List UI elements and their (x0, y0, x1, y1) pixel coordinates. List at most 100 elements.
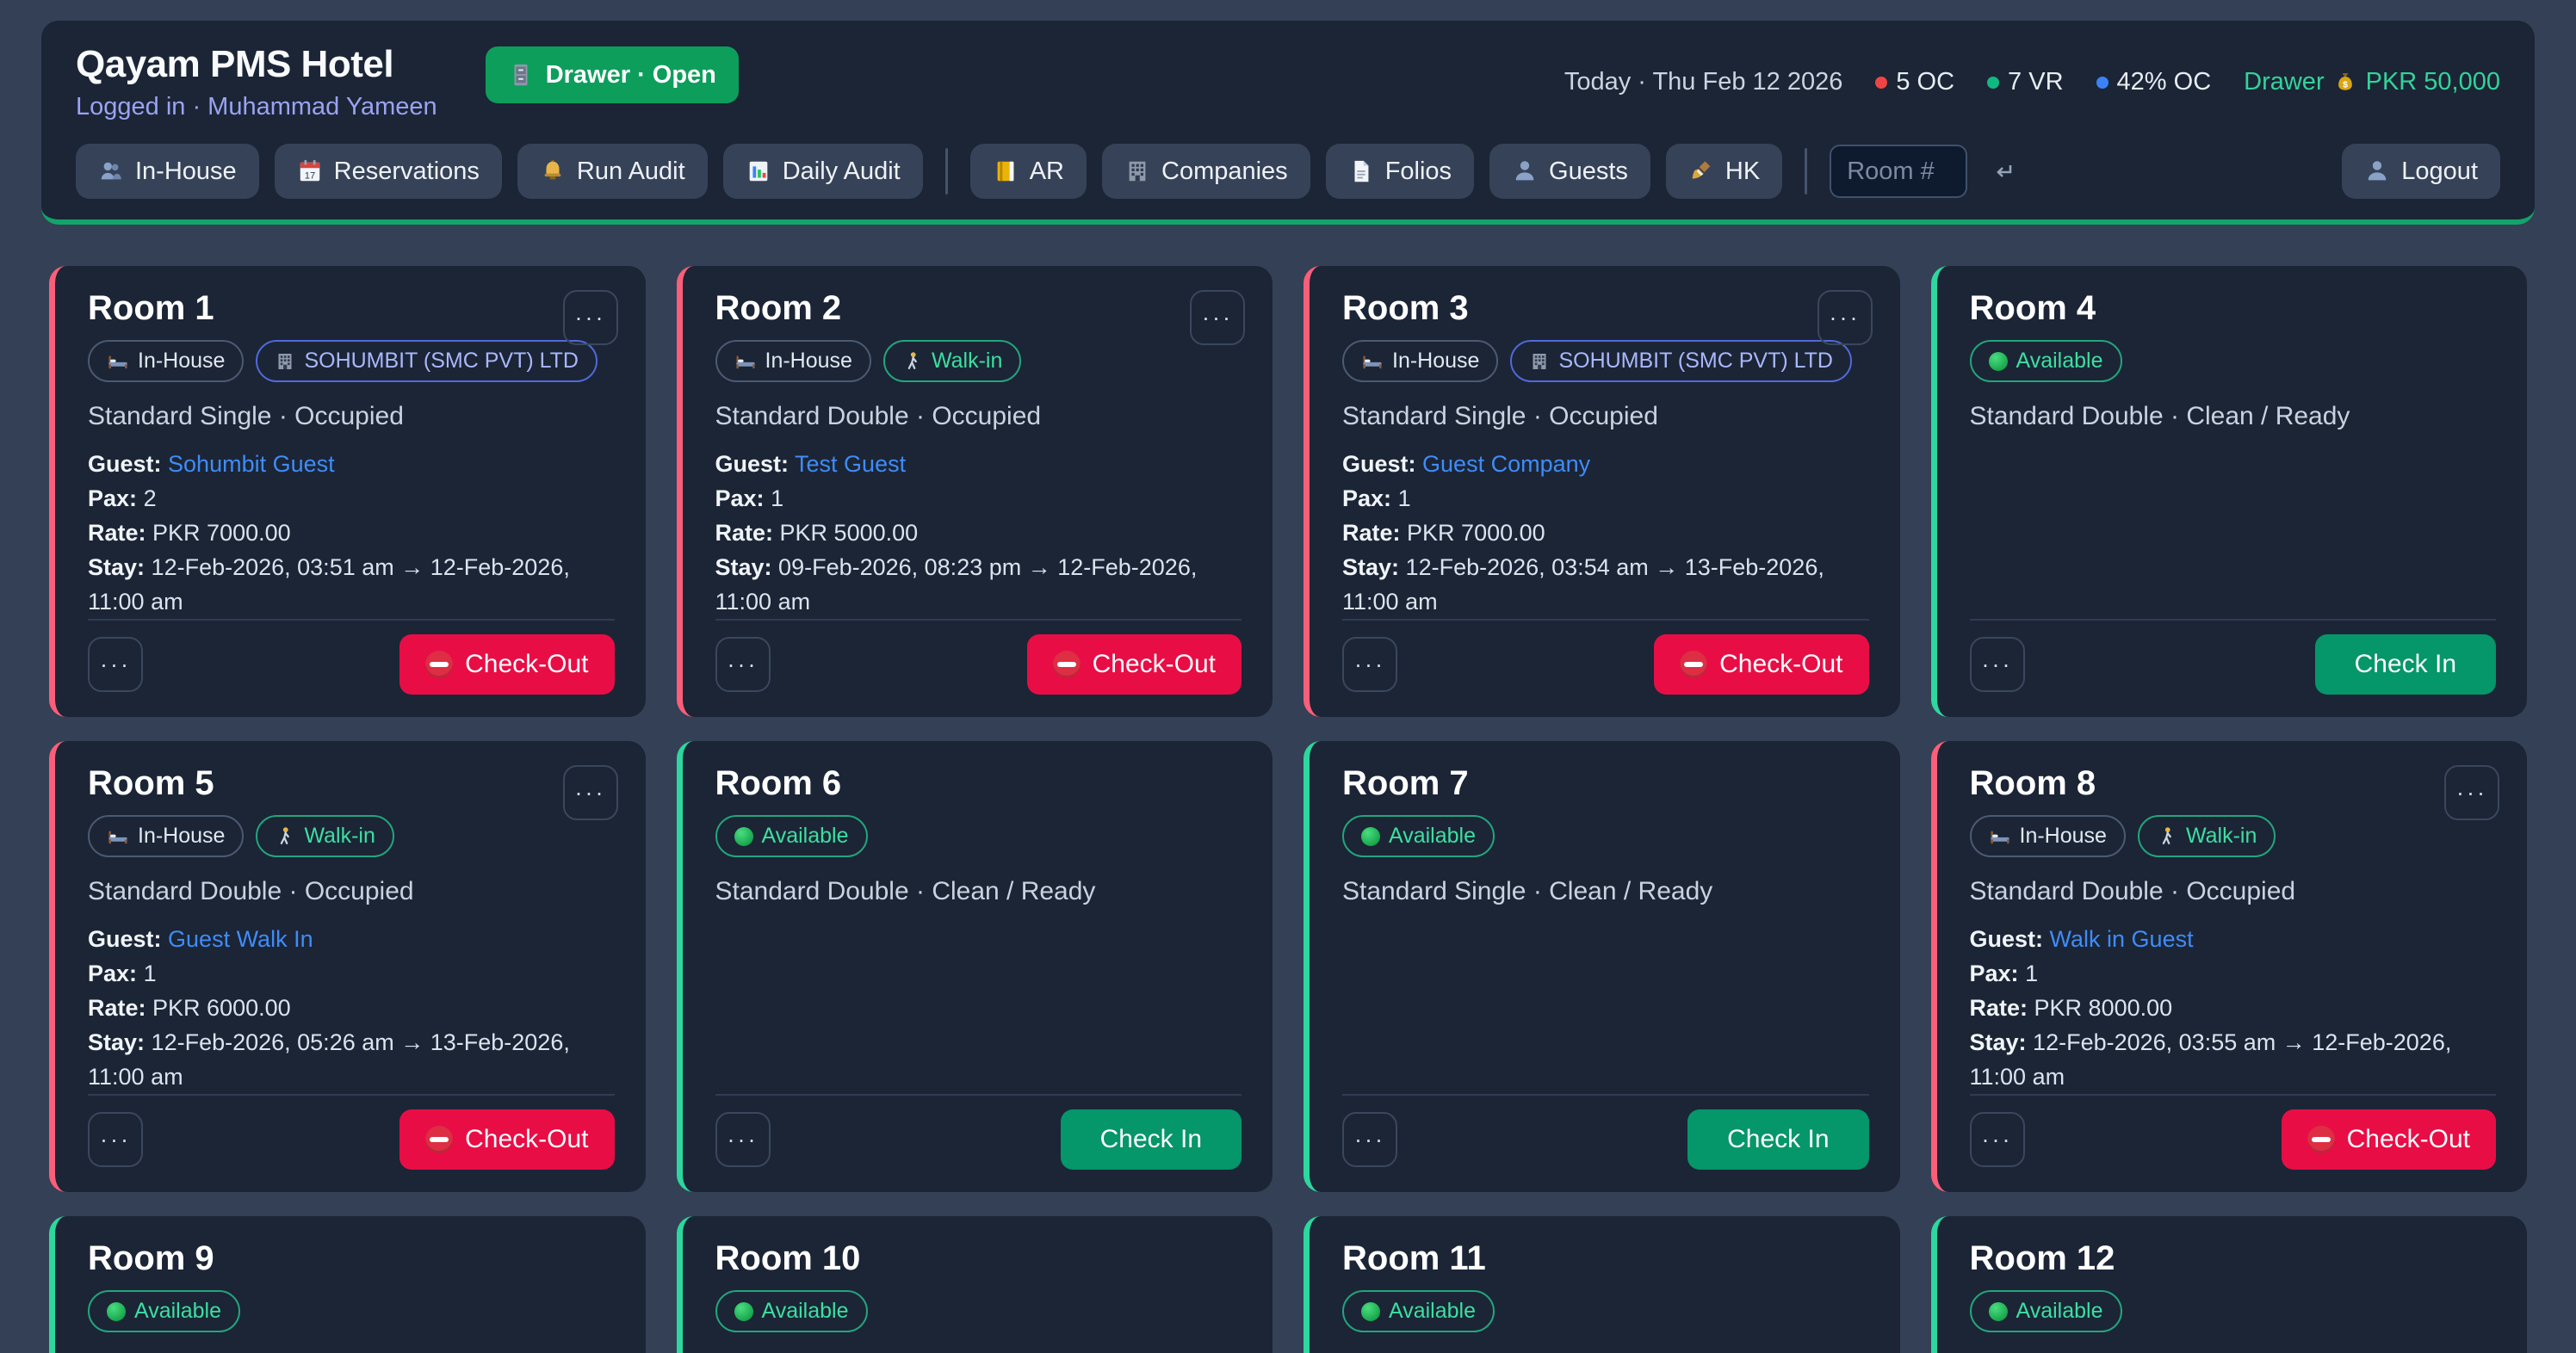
check-out-button[interactable]: Check-Out (1026, 634, 1242, 695)
stay-label: Stay: (715, 554, 772, 580)
bell-icon (544, 159, 561, 180)
nav-companies[interactable]: Companies (1102, 144, 1310, 199)
room-title: Room 2 (715, 289, 842, 327)
building-icon (1129, 161, 1146, 182)
company-badge: SOHUMBIT (SMC PVT) LTD (256, 340, 598, 382)
check-out-button[interactable]: Check-Out (399, 634, 615, 695)
card-menu-button[interactable]: ··· (88, 1112, 143, 1167)
card-divider (88, 619, 615, 621)
walking-person-icon (281, 825, 290, 844)
guest-link[interactable]: Test Guest (795, 451, 907, 477)
room-title: Room 4 (1969, 289, 2096, 327)
check-in-button[interactable]: Check In (2314, 634, 2496, 695)
stay-value: 12-Feb-2026, 03:51 am → 12-Feb-2026, 11:… (88, 554, 570, 615)
card-menu-button[interactable]: ··· (562, 765, 618, 820)
guest-link[interactable]: Guest Company (1422, 451, 1591, 477)
badge-label: Available (761, 824, 849, 848)
check-in-label: Check In (1727, 1125, 1830, 1153)
badge-label: In-House (765, 349, 852, 373)
guest-link[interactable]: Walk in Guest (2049, 926, 2194, 952)
stay-value: 09-Feb-2026, 08:23 pm → 12-Feb-2026, 11:… (715, 554, 1198, 615)
card-menu-button[interactable]: ··· (715, 637, 771, 692)
check-in-button[interactable]: Check In (1687, 1109, 1869, 1170)
nav-reservations[interactable]: Reservations (274, 144, 502, 199)
drawer-button-label: Drawer · Open (545, 60, 716, 89)
pax-value: 1 (1397, 485, 1411, 511)
stay-label: Stay: (88, 554, 146, 580)
guest-link[interactable]: Guest Walk In (168, 926, 313, 952)
nav-label: Run Audit (576, 157, 685, 185)
pax-row: Pax: 1 (1342, 481, 1869, 516)
no-entry-icon (1052, 651, 1081, 678)
calendar-icon (300, 159, 319, 182)
app-title: Qayam PMS Hotel (76, 43, 394, 85)
check-out-label: Check-Out (465, 1125, 589, 1153)
check-out-button[interactable]: Check-Out (1654, 634, 1869, 695)
drawer-balance[interactable]: Drawer PKR 50,000 (2244, 68, 2500, 96)
card-menu-button[interactable]: ··· (1969, 637, 2025, 692)
card-menu-button[interactable]: ··· (1342, 637, 1397, 692)
stay-row: Stay: 09-Feb-2026, 08:23 pm → 12-Feb-202… (715, 550, 1242, 619)
room-card-2: ··· Room 2 In-House Walk-in Standard Dou… (676, 266, 1273, 717)
badge-label: Walk-in (304, 824, 375, 848)
room-card-5: ··· Room 5 In-House Walk-in Standard Dou… (49, 741, 646, 1192)
nav-in-house[interactable]: In-House (76, 144, 259, 199)
check-in-button[interactable]: Check In (1060, 1109, 1242, 1170)
nav-folios[interactable]: Folios (1325, 144, 1475, 199)
card-divider (1969, 619, 2496, 621)
card-menu-button[interactable]: ··· (1969, 1112, 2025, 1167)
walk-in-badge: Walk-in (882, 340, 1022, 382)
walking-person-icon (907, 350, 917, 369)
stat-occupancy-value: 42% OC (2116, 68, 2212, 96)
in-house-badge: In-House (1969, 815, 2126, 857)
badge-label: In-House (138, 824, 226, 848)
guest-label: Guest: (1969, 926, 2044, 952)
guest-link[interactable]: Sohumbit Guest (168, 451, 335, 477)
card-menu-button[interactable]: ··· (715, 1112, 771, 1167)
guest-label: Guest: (1342, 451, 1416, 477)
nav-divider (1805, 148, 1808, 195)
rate-label: Rate: (1969, 995, 2028, 1021)
person-icon (1515, 161, 1534, 181)
room-type-status: Standard Single · Occupied (88, 402, 404, 430)
room-number-input[interactable] (1830, 145, 1968, 198)
card-menu-button[interactable]: ··· (2444, 765, 2499, 820)
pax-label: Pax: (88, 961, 138, 986)
badge-label: SOHUMBIT (SMC PVT) LTD (1558, 349, 1833, 373)
card-menu-button[interactable]: ··· (562, 290, 618, 345)
page-icon (1354, 160, 1369, 182)
card-divider (715, 1094, 1242, 1096)
badge-label: In-House (138, 349, 226, 373)
pax-row: Pax: 1 (88, 956, 615, 991)
guest-row: Guest: Guest Company (1342, 447, 1869, 481)
card-menu-button[interactable]: ··· (1190, 290, 1245, 345)
pax-value: 2 (143, 485, 157, 511)
logout-button[interactable]: Logout (2342, 144, 2500, 199)
badge-row: Available (1342, 1290, 1869, 1332)
badge-label: Available (2016, 1299, 2103, 1323)
card-divider (715, 619, 1242, 621)
badge-row: In-House Walk-in (715, 340, 1242, 382)
nav-hk[interactable]: HK (1665, 144, 1783, 199)
room-type-status: Standard Single · Occupied (1342, 402, 1658, 430)
card-menu-button[interactable]: ··· (88, 637, 143, 692)
available-badge: Available (1342, 1290, 1495, 1332)
card-menu-button[interactable]: ··· (1817, 290, 1873, 345)
header-panel: Qayam PMS Hotel Logged in · Muhammad Yam… (41, 21, 2535, 225)
chart-icon (749, 161, 767, 182)
nav-guests[interactable]: Guests (1489, 144, 1650, 199)
check-out-button[interactable]: Check-Out (399, 1109, 615, 1170)
badge-label: Available (761, 1299, 849, 1323)
badge-label: Available (134, 1299, 222, 1323)
drawer-open-button[interactable]: Drawer · Open (485, 46, 739, 103)
stay-row: Stay: 12-Feb-2026, 03:55 am → 12-Feb-202… (1970, 1025, 2497, 1094)
rate-value: PKR 6000.00 (152, 995, 291, 1021)
rate-label: Rate: (88, 995, 146, 1021)
nav-run-audit[interactable]: Run Audit (517, 144, 708, 199)
check-out-button[interactable]: Check-Out (2281, 1109, 2496, 1170)
room-card-7: Room 7 Available Standard Single · Clean… (1303, 741, 1900, 1192)
nav-ar[interactable]: AR (969, 144, 1087, 199)
badge-row: Available (715, 815, 1242, 857)
card-menu-button[interactable]: ··· (1342, 1112, 1397, 1167)
nav-daily-audit[interactable]: Daily Audit (722, 144, 923, 199)
